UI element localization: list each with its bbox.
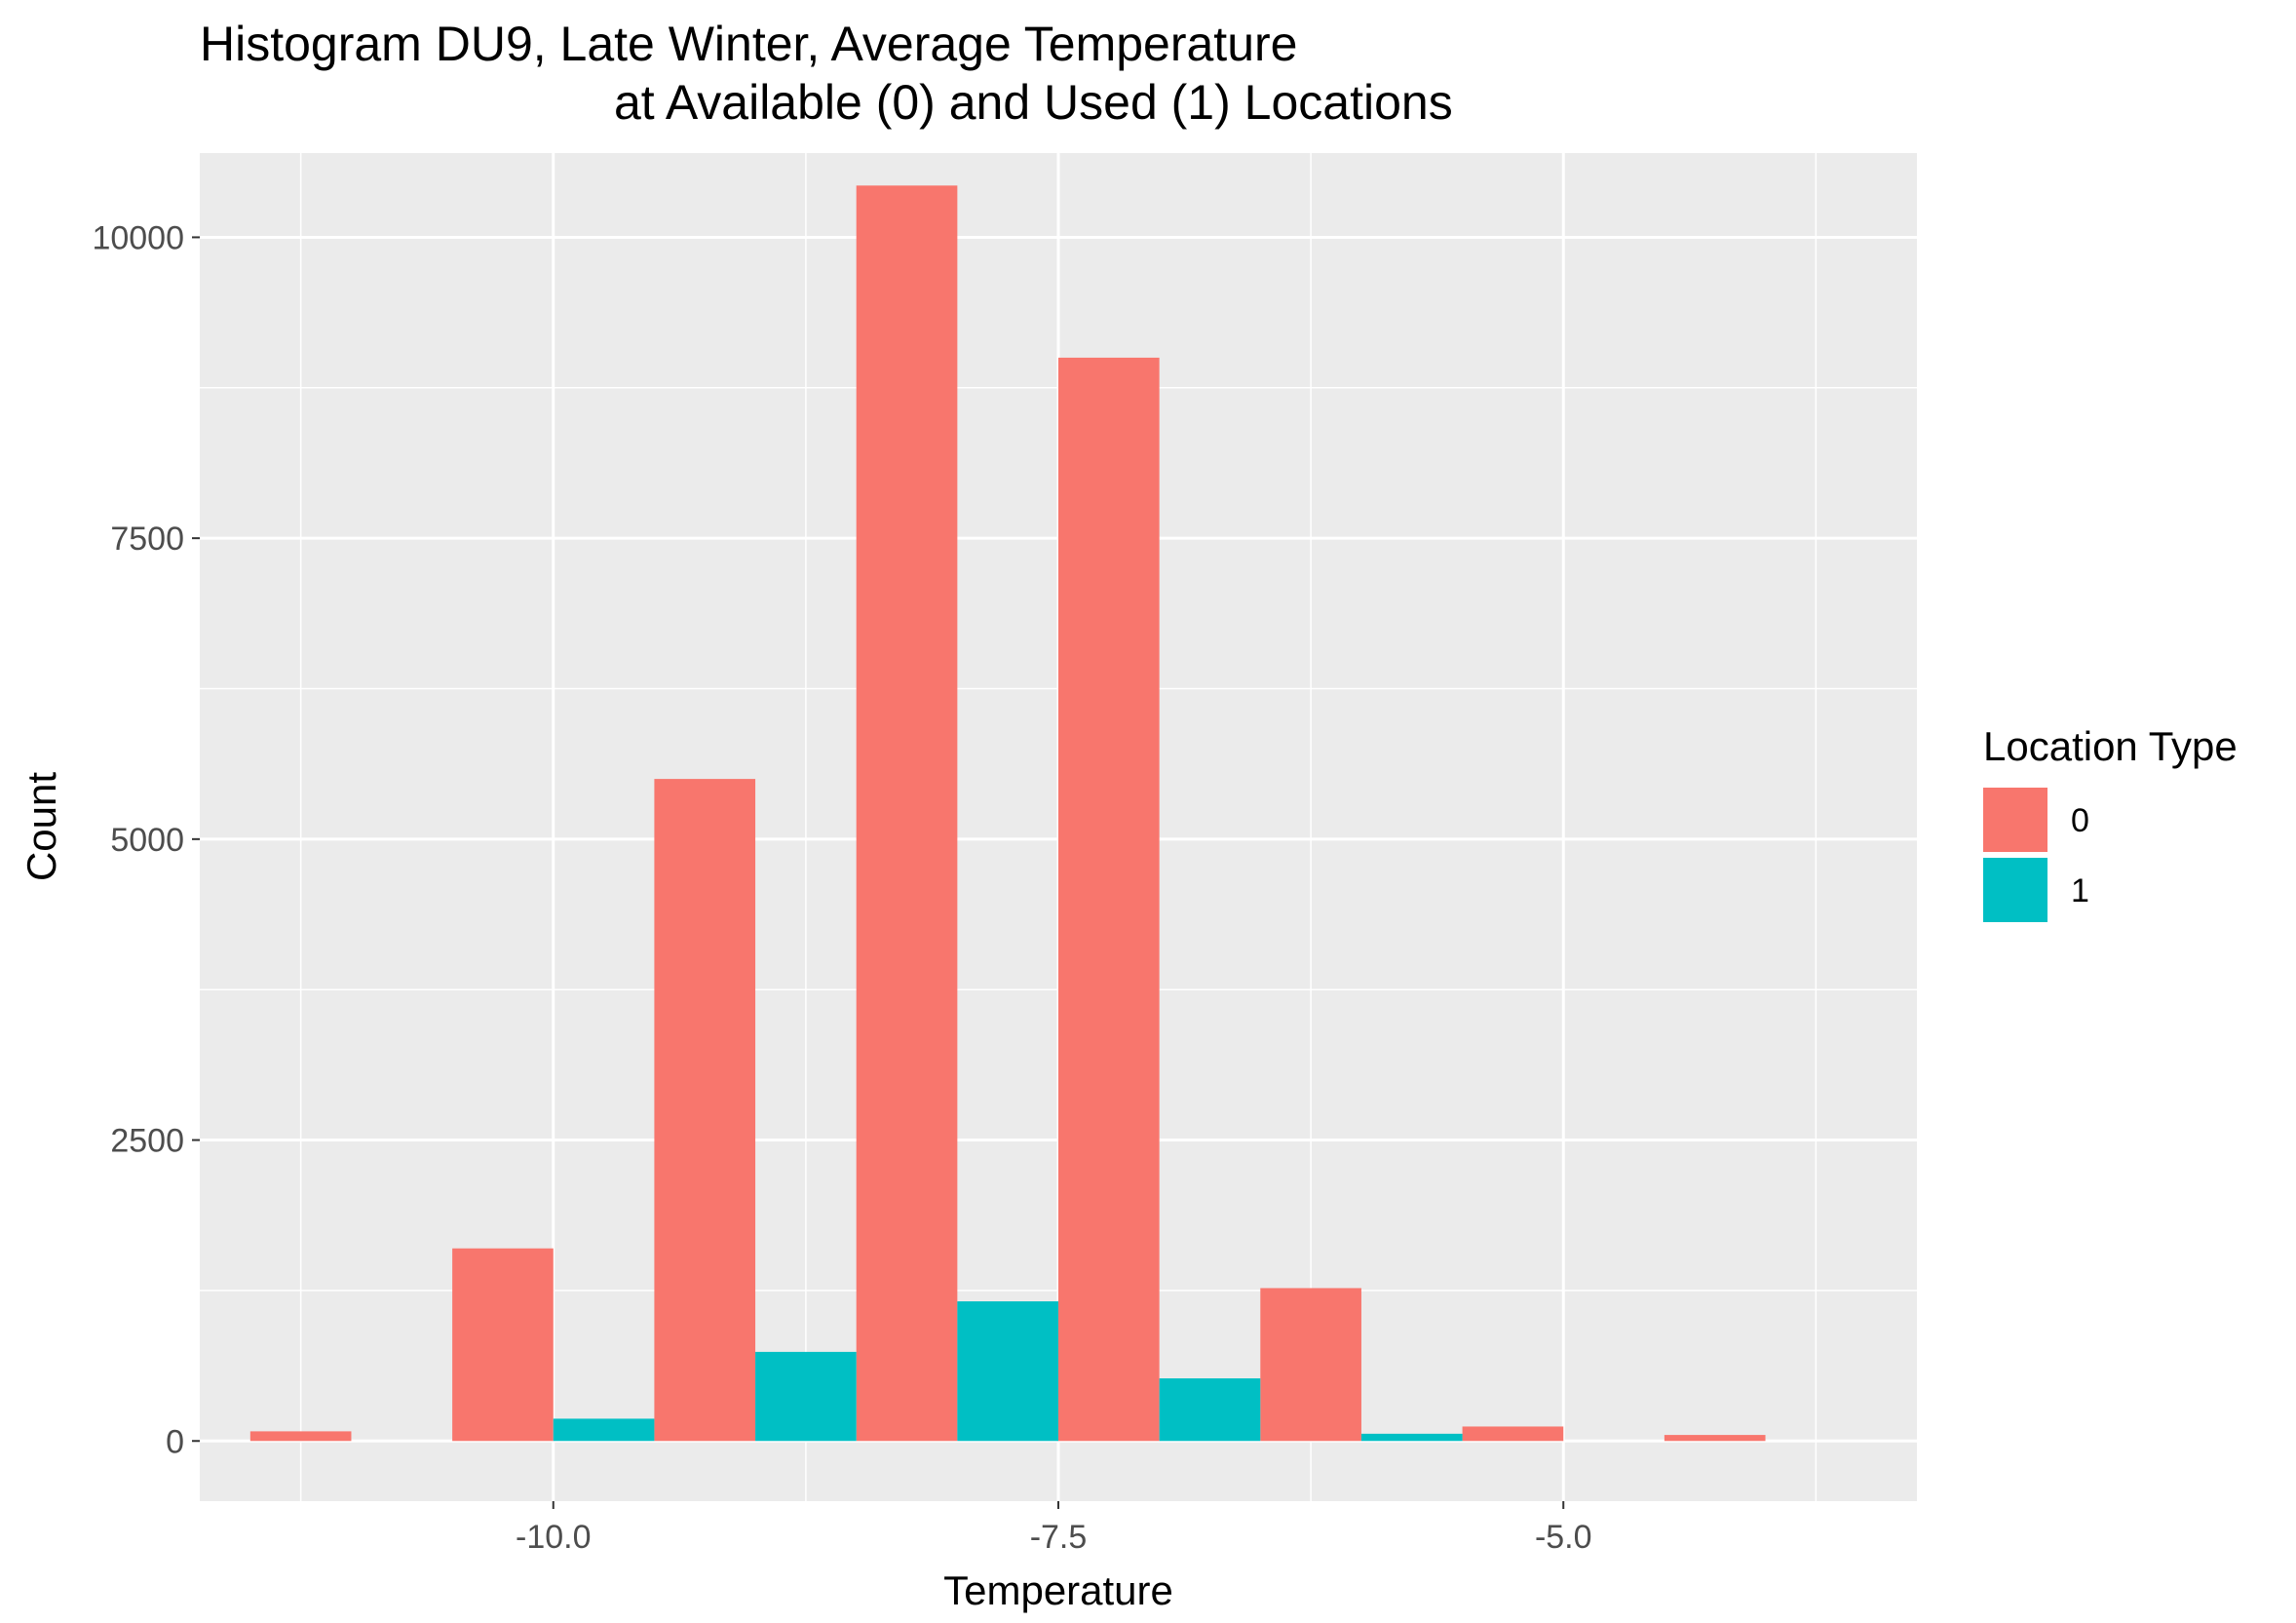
y-tick-label: 7500 — [110, 521, 184, 558]
bar-series-0 — [249, 1431, 352, 1442]
legend: Location Type 01 — [1983, 723, 2238, 922]
legend-key-0 — [1983, 788, 2047, 852]
y-axis-title: Count — [19, 772, 64, 881]
y-tick-label: 0 — [166, 1423, 184, 1460]
bars — [249, 185, 1766, 1442]
legend-key-1 — [1983, 858, 2047, 922]
y-axis: 0 2500 5000 7500 10000 — [92, 219, 200, 1460]
chart-title-line-1: Histogram DU9, Late Winter, Average Temp… — [200, 17, 1297, 71]
bar-series-1 — [957, 1301, 1058, 1442]
bar-series-0 — [1664, 1435, 1766, 1442]
bar-series-0 — [1058, 357, 1160, 1442]
bar-series-0 — [1260, 1288, 1361, 1442]
x-tick-label: -7.5 — [1030, 1519, 1088, 1556]
x-tick-label: -5.0 — [1535, 1519, 1592, 1556]
legend-title: Location Type — [1983, 723, 2238, 769]
legend-items: 01 — [1983, 788, 2089, 922]
chart-title-line-2: at Available (0) and Used (1) Locations — [614, 75, 1453, 130]
legend-label-0: 0 — [2071, 802, 2089, 839]
bar-series-1 — [1159, 1378, 1261, 1442]
bar-series-0 — [452, 1248, 554, 1442]
bar-series-1 — [553, 1418, 655, 1442]
y-tick-label: 5000 — [110, 822, 184, 859]
bar-series-0 — [654, 779, 756, 1442]
bar-series-1 — [1360, 1433, 1463, 1442]
legend-label-1: 1 — [2071, 872, 2089, 909]
y-tick-label: 2500 — [110, 1123, 184, 1160]
bar-series-0 — [856, 185, 958, 1442]
x-tick-label: -10.0 — [516, 1519, 592, 1556]
bar-series-1 — [755, 1351, 857, 1442]
bar-series-0 — [1462, 1426, 1564, 1442]
y-tick-label: 10000 — [92, 219, 184, 256]
x-axis-title: Temperature — [943, 1567, 1173, 1613]
x-axis: -10.0 -7.5 -5.0 — [516, 1501, 1592, 1556]
